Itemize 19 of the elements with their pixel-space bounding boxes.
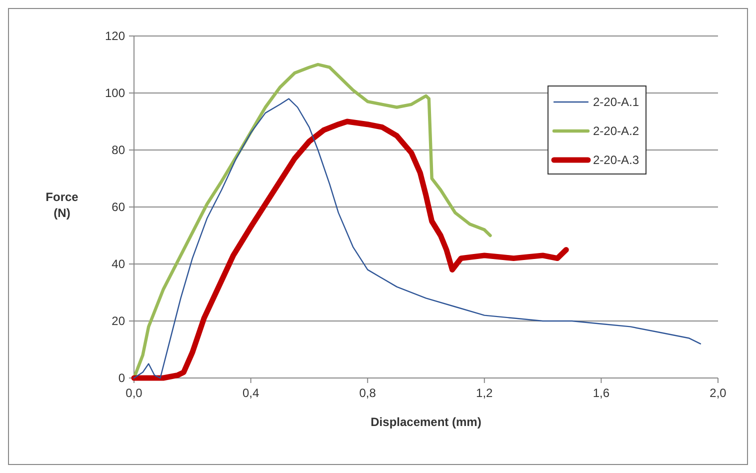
legend-label: 2-20-A.2 bbox=[593, 124, 640, 138]
y-tick-label: 60 bbox=[112, 200, 126, 214]
x-tick-label: 0,0 bbox=[126, 386, 143, 400]
y-tick-label: 0 bbox=[118, 371, 126, 385]
legend-label: 2-20-A.3 bbox=[593, 153, 640, 167]
x-tick-label: 0,4 bbox=[242, 386, 260, 400]
x-tick-label: 1,2 bbox=[476, 386, 494, 400]
y-tick-label: 100 bbox=[104, 86, 126, 100]
x-axis-title: Displacement (mm) bbox=[370, 415, 482, 429]
line-series bbox=[133, 98, 702, 379]
x-tick-label: 1,6 bbox=[592, 386, 610, 400]
x-tick-label: 2,0 bbox=[710, 386, 727, 400]
y-tick-label: 120 bbox=[104, 29, 126, 43]
y-tick-label: 40 bbox=[112, 257, 126, 271]
x-tick-label: 0,8 bbox=[359, 386, 376, 400]
legend-label: 2-20-A.1 bbox=[593, 95, 640, 109]
y-axis-title: Force (N) bbox=[46, 190, 79, 220]
y-tick-label: 20 bbox=[112, 314, 126, 328]
y-tick-label: 80 bbox=[112, 143, 126, 157]
